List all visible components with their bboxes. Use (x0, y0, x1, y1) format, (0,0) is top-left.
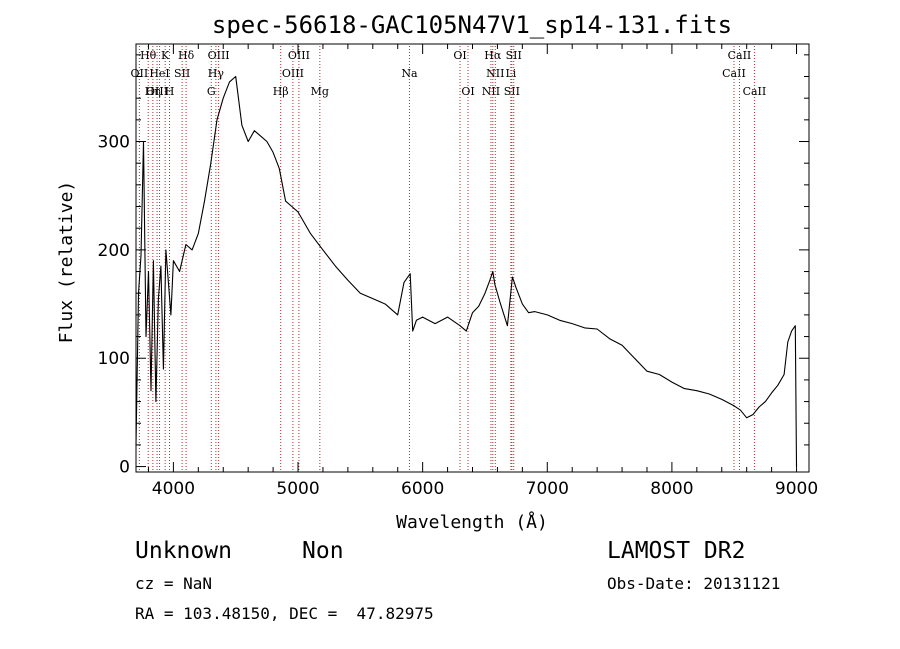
x-tick-label: 8000 (650, 479, 693, 499)
y-axis-label: Flux (relative) (56, 181, 77, 344)
x-tick-label: 5000 (276, 479, 319, 499)
spectral-line-label: K (161, 49, 170, 62)
spectral-line-label: HeI (149, 67, 169, 80)
spectral-line-label: SII (504, 85, 520, 98)
object-class: Unknown (135, 538, 232, 564)
object-subclass: Non (302, 538, 344, 564)
y-tick-label: 100 (98, 349, 130, 369)
spectral-line-label: Hβ (273, 85, 289, 98)
spectral-line-label: OIII (208, 49, 230, 62)
spectral-line-label: OIII (288, 49, 310, 62)
spectral-line-label: OII (131, 67, 149, 80)
x-tick-label: 6000 (401, 479, 444, 499)
spectral-line-label: NII (486, 67, 504, 80)
spectral-line-label: Hδ (178, 49, 195, 62)
spectral-line-label: Li (505, 67, 516, 80)
x-axis: 4000 5000 6000 7000 8000 9000 (147, 44, 818, 499)
spectral-line-label: Hα (484, 49, 502, 62)
x-axis-label: Wavelength (Å) (396, 511, 548, 533)
spectral-line-label: Hθ (140, 49, 157, 62)
y-tick-label: 300 (98, 133, 130, 153)
spectral-line-label: CaII (722, 67, 746, 80)
spectral-line-label: SII (506, 49, 522, 62)
spectral-line-label: G (207, 85, 216, 98)
spectral-line-label: Mg (311, 85, 329, 98)
plot-frame (135, 43, 810, 473)
x-tick-label: 9000 (775, 479, 818, 499)
spectral-line-label: OI (453, 49, 466, 62)
y-tick-label: 0 (119, 458, 130, 478)
y-tick-label: 200 (98, 241, 130, 261)
spectral-line-label: Hγ (208, 67, 225, 80)
spectral-line-label: Hη (145, 85, 161, 98)
observation-date: Obs-Date: 20131121 (607, 574, 781, 593)
spectral-line-label: OI (461, 85, 474, 98)
redshift-cz: cz = NaN (135, 574, 213, 593)
x-tick-label: 7000 (526, 479, 569, 499)
spectral-line-label: SII (174, 67, 190, 80)
x-tick-label: 4000 (152, 479, 195, 499)
spectral-line-label: OIII (146, 85, 168, 98)
spectral-line-label: H (165, 85, 175, 98)
spectrum-line (135, 75, 798, 467)
chart-title: spec-56618-GAC105N47V1_sp14-131.fits (212, 11, 732, 39)
spectral-line-label: OIII (282, 67, 304, 80)
ra-dec-coordinates: RA = 103.48150, DEC = 47.82975 (135, 604, 434, 623)
spectral-line-label: Na (401, 67, 418, 80)
y-axis: 0 100 200 300 (98, 54, 809, 478)
spectral-line-label: NII (482, 85, 500, 98)
survey-label: LAMOST DR2 (607, 538, 746, 564)
spectral-line-label: CaII (743, 85, 767, 98)
spectral-line-label: CaII (728, 49, 752, 62)
